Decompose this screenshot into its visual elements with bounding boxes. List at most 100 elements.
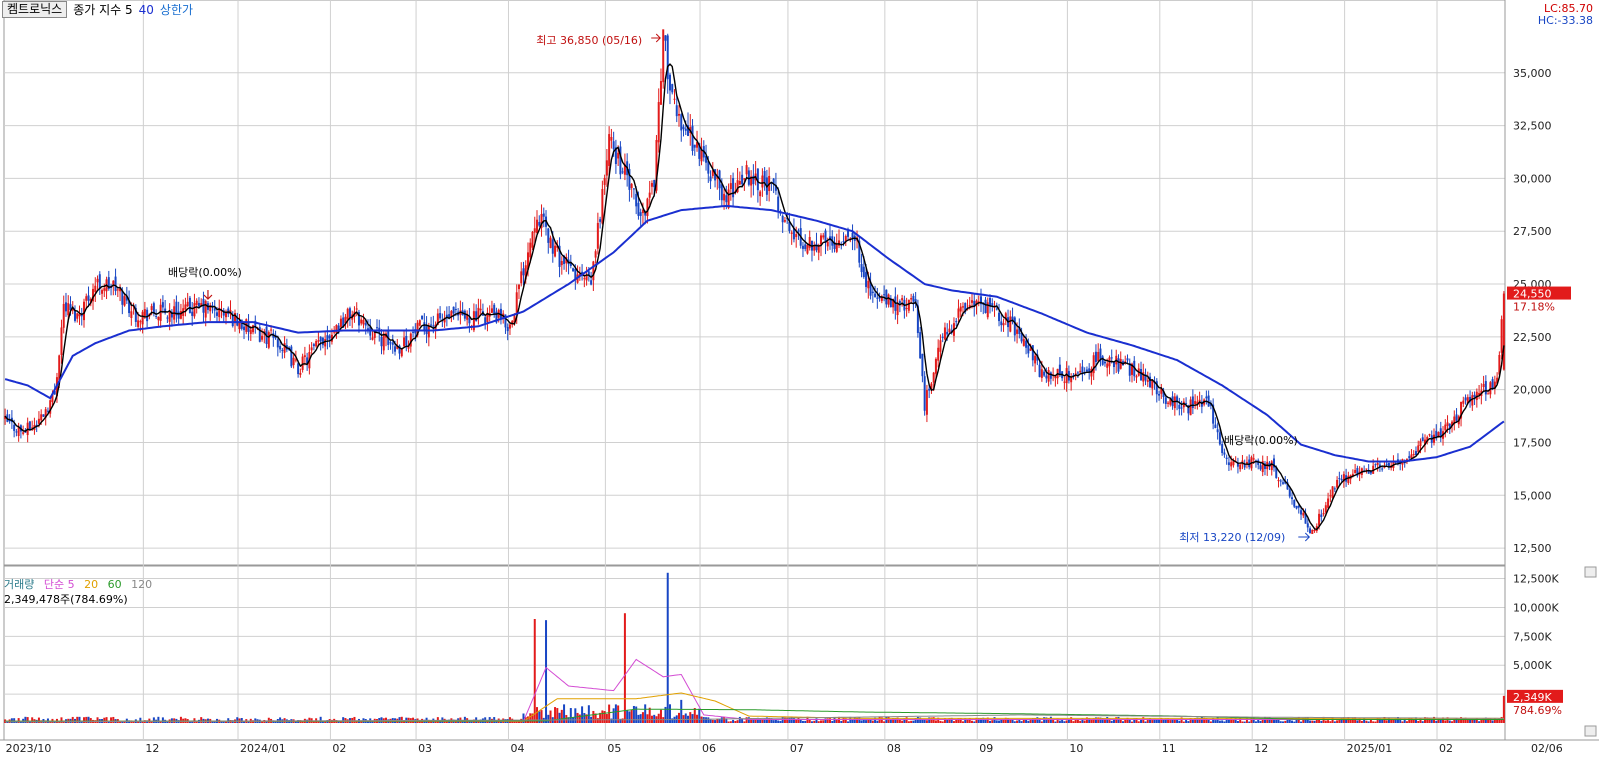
candle-body <box>772 178 775 184</box>
volume-bar <box>1356 720 1359 723</box>
candle-body <box>130 311 133 318</box>
volume-bar <box>1173 719 1176 723</box>
volume-bar <box>461 720 464 723</box>
candle-body <box>15 431 18 433</box>
volume-bar <box>826 718 829 723</box>
candle-body <box>1439 428 1442 438</box>
candle-body <box>87 295 90 301</box>
candle-body <box>1227 462 1230 466</box>
candle-body <box>1045 375 1048 379</box>
candle-body <box>1455 414 1458 421</box>
candle-body <box>727 189 730 209</box>
volume-bar <box>1309 720 1312 723</box>
candle-body <box>267 332 270 348</box>
volume-bar <box>563 704 566 723</box>
candle-body <box>747 170 750 185</box>
candle-body <box>1381 468 1384 470</box>
volume-bar <box>1083 720 1086 723</box>
stock-name-box[interactable]: 켐트로닉스 <box>2 1 68 18</box>
candle-body <box>1496 377 1499 384</box>
volume-bar <box>141 721 144 723</box>
volume-bar <box>993 717 996 723</box>
volume-bar <box>1126 717 1129 723</box>
candle-body <box>281 349 284 351</box>
candle-body <box>574 268 577 280</box>
volume-bar <box>37 717 40 723</box>
candle-body <box>161 302 164 308</box>
volume-bar <box>1426 717 1429 723</box>
candle-body <box>1385 463 1388 465</box>
candle-body <box>1329 495 1332 497</box>
candle-body <box>851 232 854 240</box>
volume-bar <box>1383 717 1386 723</box>
volume-bar <box>644 704 647 723</box>
candle-body <box>1473 394 1476 398</box>
candle-body <box>1428 434 1431 436</box>
candle-body <box>1081 366 1084 374</box>
volume-bar <box>1180 717 1183 723</box>
candle-body <box>373 331 376 338</box>
volume-bar <box>1457 719 1460 723</box>
volume-bar <box>714 720 717 723</box>
candle-body <box>1088 368 1091 373</box>
candle-body <box>506 327 509 332</box>
last-volume-value: 2,349K <box>1513 691 1552 704</box>
candle-body <box>1085 369 1088 372</box>
candle-body <box>197 302 200 307</box>
volume-bar <box>754 719 757 723</box>
candle-body <box>657 102 660 143</box>
candle-body <box>1342 474 1345 482</box>
volume-bar <box>319 716 322 723</box>
candle-body <box>905 307 908 309</box>
candle-body <box>213 308 216 311</box>
volume-bar <box>1417 720 1420 723</box>
volume-bar <box>1056 718 1059 723</box>
volume-bar <box>1336 720 1339 723</box>
dividend-annotation-1: 배당락(0.00%) <box>168 266 242 279</box>
volume-bar <box>1245 718 1248 723</box>
candle-body <box>1034 355 1037 364</box>
candle-body <box>759 191 762 197</box>
candle-body <box>261 335 264 340</box>
candle-body <box>833 242 836 249</box>
candle-body <box>439 313 442 319</box>
volume-bar <box>1484 717 1487 723</box>
volume-bar <box>1155 719 1158 723</box>
volume-bar <box>619 718 622 723</box>
volume-bar <box>907 721 910 723</box>
candle-body <box>1462 400 1465 404</box>
volume-bar <box>705 717 708 723</box>
volume-bar <box>583 713 586 723</box>
volume-bar <box>339 720 342 723</box>
x-tick-label: 12 <box>1254 742 1268 755</box>
candle-body <box>430 324 433 326</box>
candle-body <box>1236 463 1239 467</box>
volume-bar <box>1135 718 1138 723</box>
volume-bar <box>1498 718 1501 723</box>
candle-body <box>572 268 575 272</box>
volume-bar <box>558 712 561 723</box>
candle-body <box>653 179 656 188</box>
candle-body <box>294 359 297 361</box>
candle-body <box>709 176 712 182</box>
candle-body <box>1333 488 1336 490</box>
volume-bar <box>1158 719 1161 723</box>
candle-body <box>975 300 978 305</box>
candle-body <box>594 251 597 258</box>
candle-body <box>8 419 11 422</box>
volume-bar <box>1360 720 1363 723</box>
price-tick-label: 30,000 <box>1513 172 1552 185</box>
candle-body <box>98 274 101 289</box>
candle-body <box>991 303 994 306</box>
volume-bar <box>337 721 340 723</box>
volume-bar <box>801 720 804 723</box>
candle-body <box>614 147 617 165</box>
volume-bar <box>822 720 825 723</box>
candle-body <box>964 302 967 312</box>
candle-body <box>916 305 919 334</box>
volume-scroll-up-button[interactable] <box>1584 566 1597 578</box>
candle-body <box>1313 529 1316 531</box>
volume-scroll-down-button[interactable] <box>1584 725 1597 737</box>
volume-bar <box>1469 719 1472 723</box>
